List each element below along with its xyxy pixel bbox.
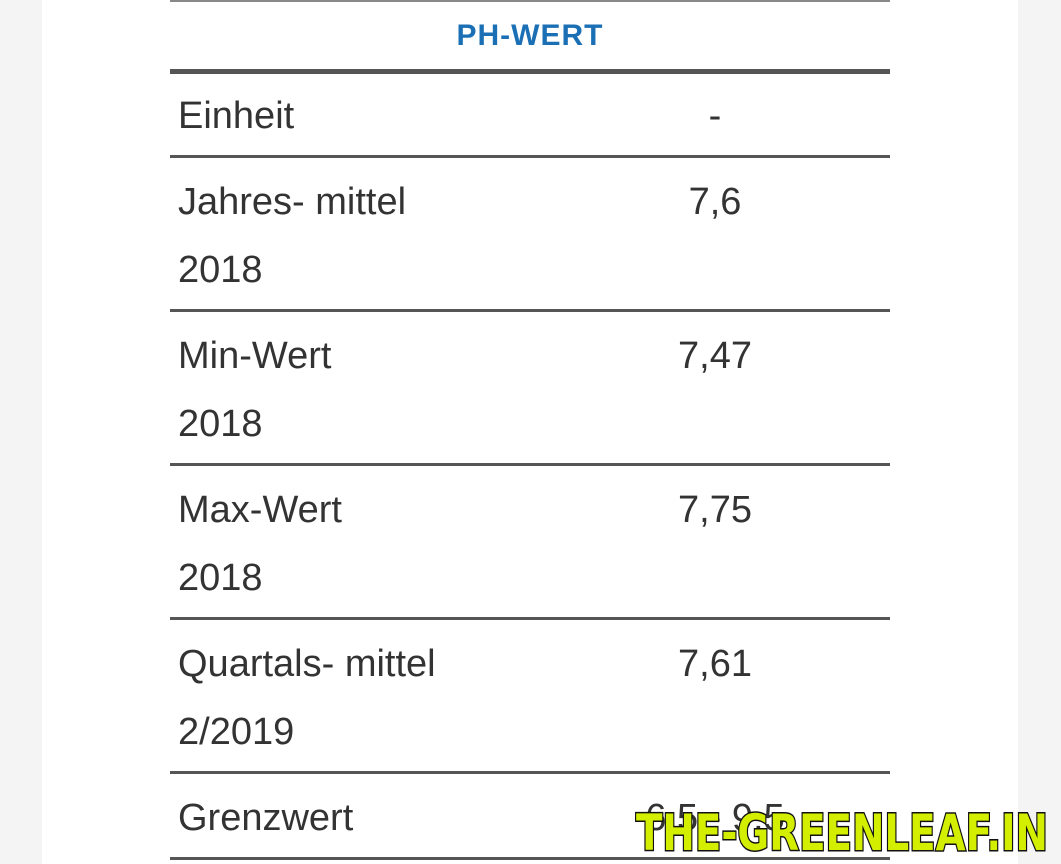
row-label: Min-Wert bbox=[178, 335, 332, 377]
row-value: 7,6 bbox=[688, 181, 742, 223]
row-label: 2/2019 bbox=[178, 711, 295, 753]
row-value: 7,61 bbox=[678, 643, 752, 685]
row-divider bbox=[170, 771, 890, 774]
top-border bbox=[170, 0, 890, 2]
row-divider bbox=[170, 617, 890, 620]
row-value: 7,75 bbox=[678, 489, 752, 531]
row-label: Grenzwert bbox=[178, 797, 354, 839]
row-divider bbox=[170, 155, 890, 158]
row-label: Jahres- mittel bbox=[178, 181, 407, 223]
watermark: THE-GREENLEAF.IN bbox=[635, 803, 1050, 864]
row-label: 2018 bbox=[178, 557, 263, 599]
watermark-text: THE-GREENLEAF.IN bbox=[636, 804, 1048, 862]
row-label: Einheit bbox=[178, 95, 295, 137]
row-value: 7,47 bbox=[678, 335, 752, 377]
row-label: 2018 bbox=[178, 403, 263, 445]
row-divider bbox=[170, 309, 890, 312]
row-label: 2018 bbox=[178, 249, 263, 291]
header-rule bbox=[170, 69, 890, 74]
row-divider bbox=[170, 857, 890, 860]
row-value: - bbox=[708, 95, 722, 137]
row-divider bbox=[170, 463, 890, 466]
row-value: 6,5 - 9,5 bbox=[645, 797, 785, 839]
row-label: Max-Wert bbox=[178, 489, 342, 531]
row-label: Quartals- mittel bbox=[178, 643, 436, 685]
content-area bbox=[42, 0, 1018, 864]
table-title: PH-WERT bbox=[456, 19, 604, 52]
